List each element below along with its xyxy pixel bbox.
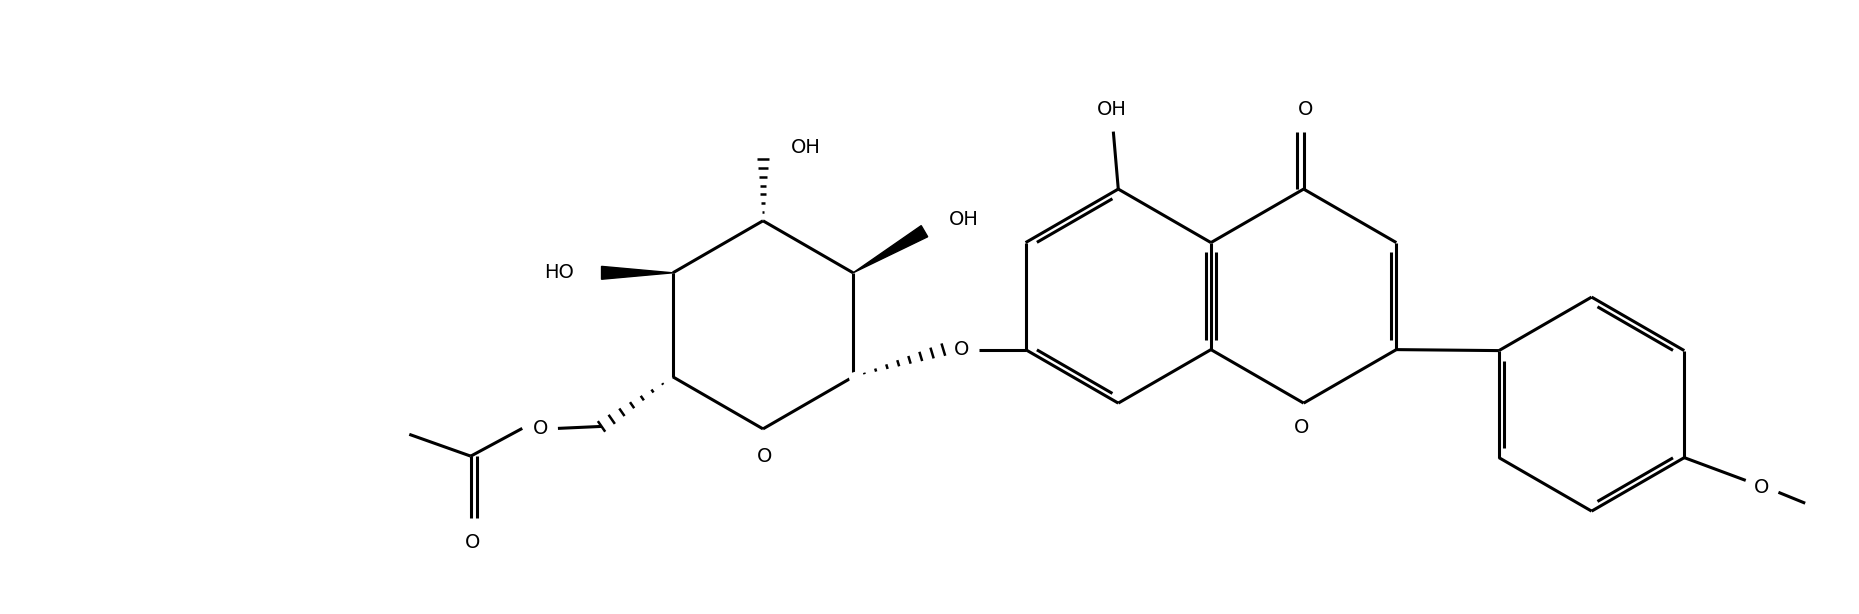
Polygon shape — [602, 266, 673, 279]
Text: O: O — [1298, 100, 1312, 119]
Text: O: O — [954, 340, 969, 359]
Text: O: O — [1753, 478, 1770, 497]
Text: OH: OH — [950, 210, 980, 229]
Text: O: O — [1294, 418, 1309, 437]
Text: OH: OH — [1097, 100, 1127, 119]
Polygon shape — [853, 225, 928, 273]
Text: O: O — [757, 447, 773, 466]
Text: O: O — [532, 419, 548, 438]
Text: HO: HO — [545, 263, 574, 282]
Text: OH: OH — [790, 138, 820, 157]
Text: O: O — [465, 533, 480, 552]
